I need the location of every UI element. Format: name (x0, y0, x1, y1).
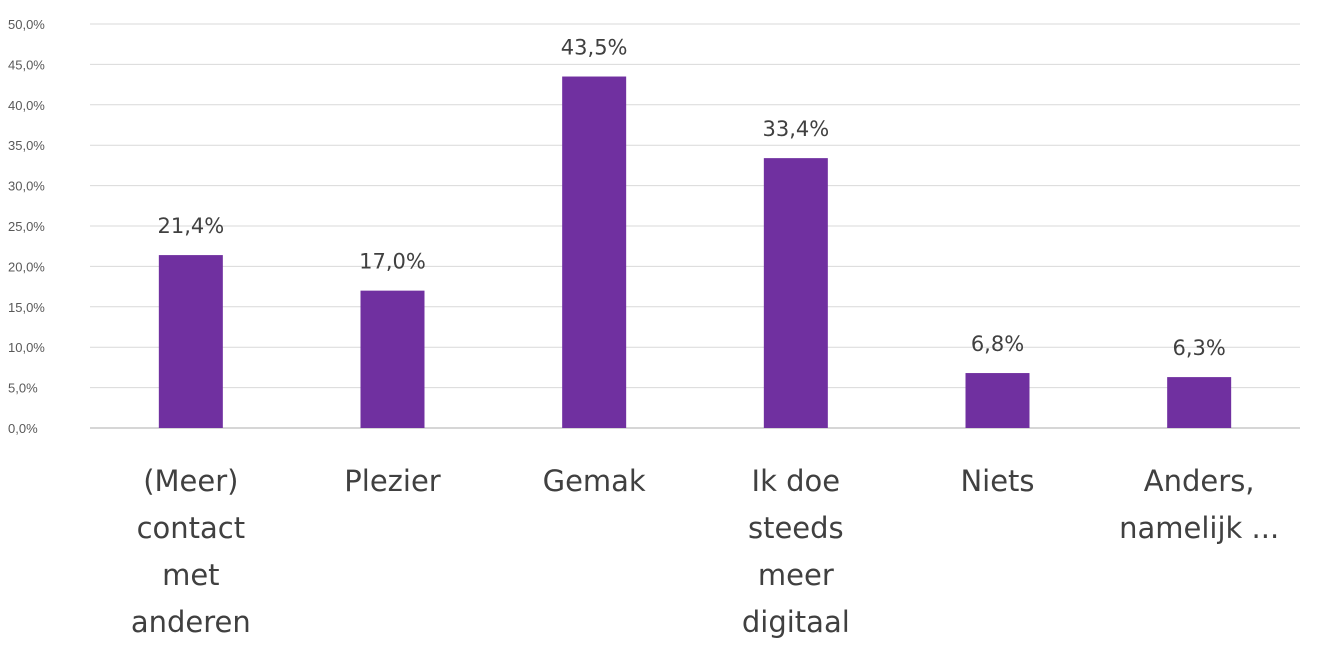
data-label: 17,0% (359, 250, 426, 274)
bars (158, 76, 1232, 429)
bar (763, 158, 828, 429)
category-label: Anders, (1144, 464, 1255, 498)
data-label: 6,3% (1172, 336, 1225, 360)
category-label: (Meer) (143, 464, 238, 498)
y-tick-label: 35,0% (8, 138, 45, 153)
gridlines (90, 23, 1300, 429)
category-label: steeds (748, 511, 844, 545)
category-label: digitaal (742, 605, 850, 639)
bar (965, 373, 1030, 428)
data-label: 6,8% (971, 332, 1024, 356)
y-tick-label: 5,0% (8, 381, 38, 396)
data-label: 43,5% (561, 36, 628, 60)
category-label: anderen (131, 605, 251, 639)
category-label: Gemak (543, 464, 646, 498)
y-tick-label: 0,0% (8, 421, 38, 436)
data-label: 21,4% (157, 214, 224, 238)
bar (360, 290, 425, 428)
category-label: Niets (960, 464, 1034, 498)
bar (158, 255, 223, 428)
category-label: met (162, 558, 219, 592)
y-tick-label: 15,0% (8, 300, 45, 315)
bar (562, 76, 627, 429)
category-label: Ik doe (752, 464, 841, 498)
x-axis-categories: (Meer) contact met anderen Plezier Gemak Ik do… (131, 464, 1279, 639)
category-label: meer (758, 558, 834, 592)
y-tick-label: 30,0% (8, 179, 45, 194)
y-axis-ticks: 0,0% 5,0% 10,0% 15,0% 20,0% 25,0% 30,0% 35,0% 40… (8, 17, 45, 436)
bar (1167, 377, 1232, 428)
data-labels: 21,4% 17,0% 43,5% 33,4% 6,8% 6,3% (157, 36, 1225, 361)
y-tick-label: 50,0% (8, 17, 45, 32)
y-tick-label: 40,0% (8, 98, 45, 113)
data-label: 33,4% (762, 117, 829, 141)
y-tick-label: 45,0% (8, 57, 45, 72)
y-tick-label: 20,0% (8, 259, 45, 274)
y-tick-label: 10,0% (8, 340, 45, 355)
category-label: namelijk ... (1119, 511, 1279, 545)
y-tick-label: 25,0% (8, 219, 45, 234)
category-label: contact (137, 511, 246, 545)
category-label: Plezier (344, 464, 441, 498)
